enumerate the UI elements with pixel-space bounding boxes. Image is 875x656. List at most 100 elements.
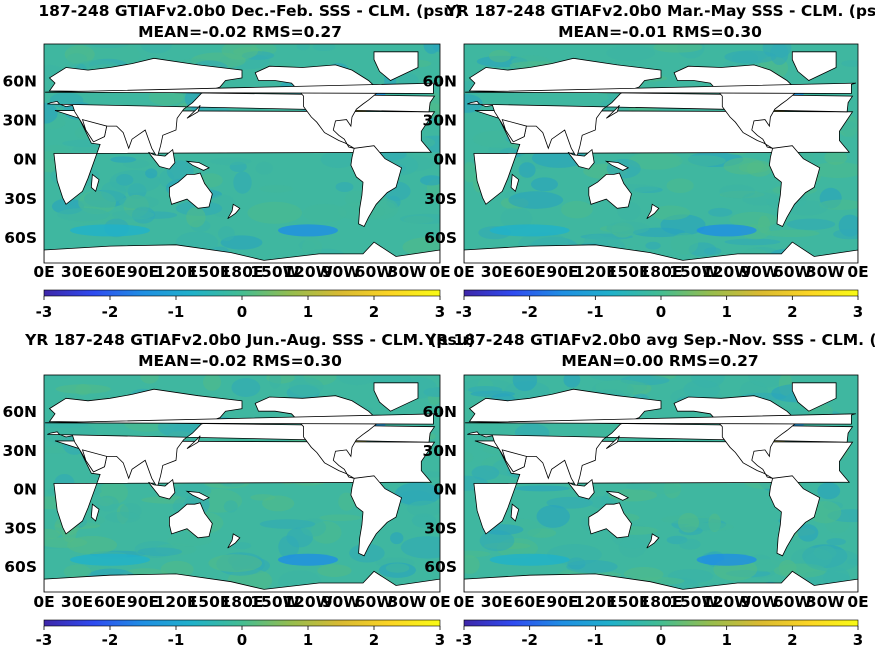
anomaly-patch	[289, 377, 324, 397]
map-frame	[43, 43, 441, 264]
land-mask	[464, 51, 858, 263]
anomaly-patch	[841, 60, 858, 67]
continent	[768, 475, 821, 557]
anomaly-patch	[595, 379, 647, 395]
colorbar	[463, 619, 859, 627]
anomaly-patch	[119, 195, 159, 209]
continent	[45, 413, 438, 425]
colorbar-tick-label: -3	[456, 631, 473, 649]
anomaly-patch	[335, 181, 354, 192]
anomaly-patch	[464, 555, 480, 575]
x-tick-label: 90W	[322, 593, 361, 611]
x-tick-label: 120E	[155, 263, 198, 281]
y-tick-label: 60N	[422, 403, 457, 421]
x-tick-label: 0E	[33, 593, 54, 611]
x-tick-label: 150E	[188, 593, 231, 611]
colorbar	[43, 289, 441, 297]
anomaly-patch	[826, 538, 846, 546]
anomaly-patch	[390, 532, 404, 545]
anomaly-patch	[116, 174, 134, 186]
anomaly-patch	[770, 44, 789, 66]
panel-title: YR 187-248 GTIAFv2.0b0 Mar.-May SSS - CL…	[445, 2, 875, 20]
x-tick-label: 30W	[806, 593, 845, 611]
anomaly-patch	[203, 375, 222, 391]
continent	[510, 503, 520, 522]
continent	[148, 148, 176, 170]
anomaly-patch	[530, 177, 559, 192]
anomaly-feature	[278, 553, 338, 566]
continent	[186, 435, 201, 449]
continent	[791, 382, 837, 412]
x-tick-label: 150E	[607, 263, 650, 281]
continent	[148, 478, 176, 500]
y-tick-label: 60N	[2, 403, 37, 421]
map-panel-1: 187-248 GTIAFv2.0b0 Dec.-Feb. SSS - CLM.…	[2, 2, 461, 321]
x-tick-label: 90E	[546, 263, 578, 281]
anomaly-patch	[148, 89, 184, 106]
y-tick-label: 0N	[13, 481, 37, 499]
anomaly-feature	[70, 553, 150, 566]
anomaly-patch	[301, 237, 323, 258]
y-tick-label: 60S	[4, 558, 37, 576]
colorbar-tick-label: -1	[587, 631, 604, 649]
anomaly-patch	[100, 181, 126, 202]
x-tick-label: 180E	[640, 593, 683, 611]
x-tick-label: 60E	[514, 263, 546, 281]
anomaly-patch	[221, 44, 259, 60]
colorbar-tick-label: -1	[168, 303, 185, 321]
continent	[464, 241, 858, 263]
colorbar-tick-label: -1	[168, 631, 185, 649]
y-tick-label: 30N	[2, 442, 37, 460]
ocean-field	[464, 44, 858, 263]
anomaly-patch	[566, 559, 618, 574]
x-tick-label: 150E	[188, 263, 231, 281]
anomaly-patch	[259, 184, 294, 193]
colorbar-tick-label: 3	[853, 303, 863, 321]
anomaly-patch	[44, 375, 71, 380]
y-tick-label: 60S	[424, 229, 457, 247]
anomaly-patch	[406, 500, 440, 517]
anomaly-patch	[679, 538, 701, 550]
continent	[44, 570, 440, 592]
continent	[47, 388, 436, 489]
anomaly-patch	[56, 207, 110, 222]
colorbar-tick-label: 0	[656, 631, 666, 649]
anomaly-patch	[833, 229, 858, 240]
y-tick-label: 60S	[424, 558, 457, 576]
panel-title: YR 187-248 GTIAFv2.0b0 Jun.-Aug. SSS - C…	[24, 331, 475, 349]
continent	[185, 490, 210, 501]
anomaly-patch	[312, 44, 336, 52]
anomaly-feature	[696, 553, 757, 566]
anomaly-patch	[651, 205, 691, 221]
continent	[227, 533, 241, 549]
anomaly-patch	[145, 168, 158, 179]
x-tick-label: 90W	[740, 593, 779, 611]
anomaly-patch	[247, 201, 303, 224]
anomaly-patch	[708, 207, 733, 217]
continent	[81, 449, 108, 473]
colorbar-tick-label: 3	[853, 631, 863, 649]
anomaly-patch	[208, 554, 263, 573]
colorbar-tick-label: -2	[521, 303, 538, 321]
anomaly-patch	[464, 451, 474, 464]
map-panel-2: YR 187-248 GTIAFv2.0b0 Mar.-May SSS - CL…	[422, 2, 875, 321]
anomaly-patch	[137, 547, 183, 557]
anomaly-patch	[96, 495, 119, 512]
x-tick-label: 60W	[773, 263, 812, 281]
colorbar-tick-label: 0	[237, 303, 247, 321]
anomaly-patch	[400, 536, 440, 559]
anomaly-patch	[811, 161, 858, 178]
anomaly-patch	[296, 44, 310, 51]
colorbar-tick-label: 2	[787, 303, 797, 321]
anomaly-patch	[785, 200, 828, 216]
anomaly-patch	[231, 378, 261, 398]
panel-subtitle: MEAN=-0.01 RMS=0.30	[558, 23, 762, 41]
x-tick-label: 120W	[702, 263, 751, 281]
continent	[606, 435, 620, 449]
continent	[467, 388, 854, 489]
x-tick-label: 60W	[355, 263, 394, 281]
anomaly-patch	[488, 49, 511, 63]
anomaly-patch	[819, 199, 858, 210]
anomaly-patch	[44, 102, 58, 124]
